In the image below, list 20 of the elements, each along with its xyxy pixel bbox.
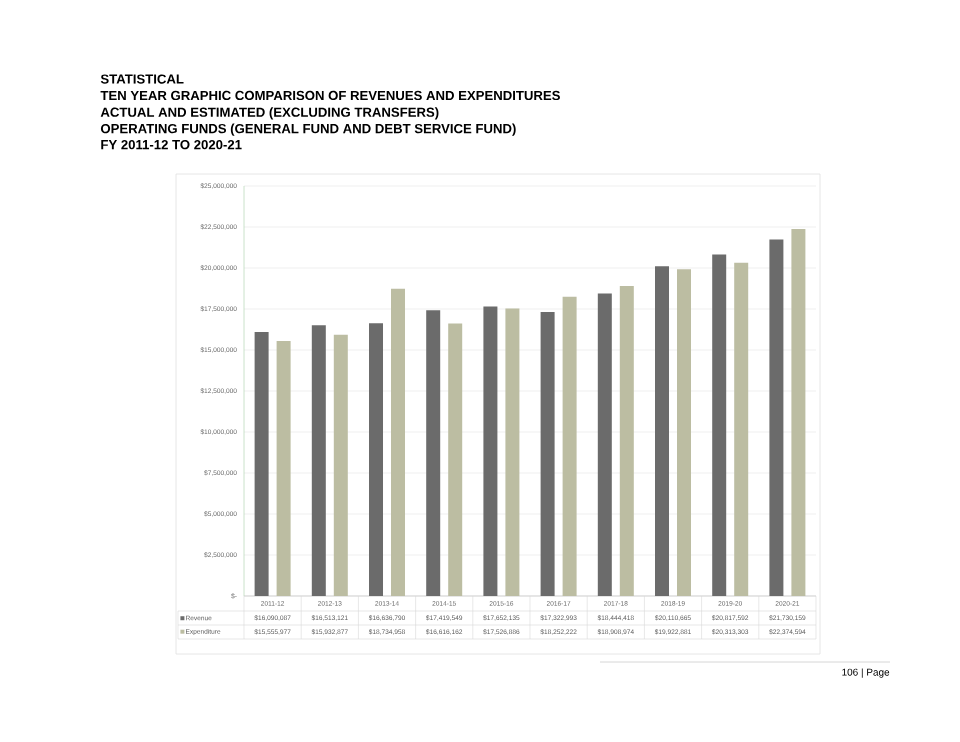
bar: [769, 239, 784, 596]
bar: [734, 262, 749, 596]
bar: [619, 285, 634, 596]
bar: [712, 254, 727, 596]
bar: [254, 332, 269, 596]
bar: [655, 266, 669, 596]
bar: [426, 310, 441, 596]
bar: [333, 334, 348, 596]
bar: [677, 269, 691, 596]
bar: [391, 288, 406, 596]
bar: [505, 308, 520, 596]
bar: [562, 296, 577, 596]
bar: [448, 323, 463, 596]
bar: [597, 293, 612, 596]
bar: [311, 325, 326, 596]
bar: [540, 311, 555, 596]
bar: [791, 229, 806, 596]
bar: [369, 323, 384, 596]
bar: [276, 340, 291, 596]
bar: [483, 306, 498, 596]
